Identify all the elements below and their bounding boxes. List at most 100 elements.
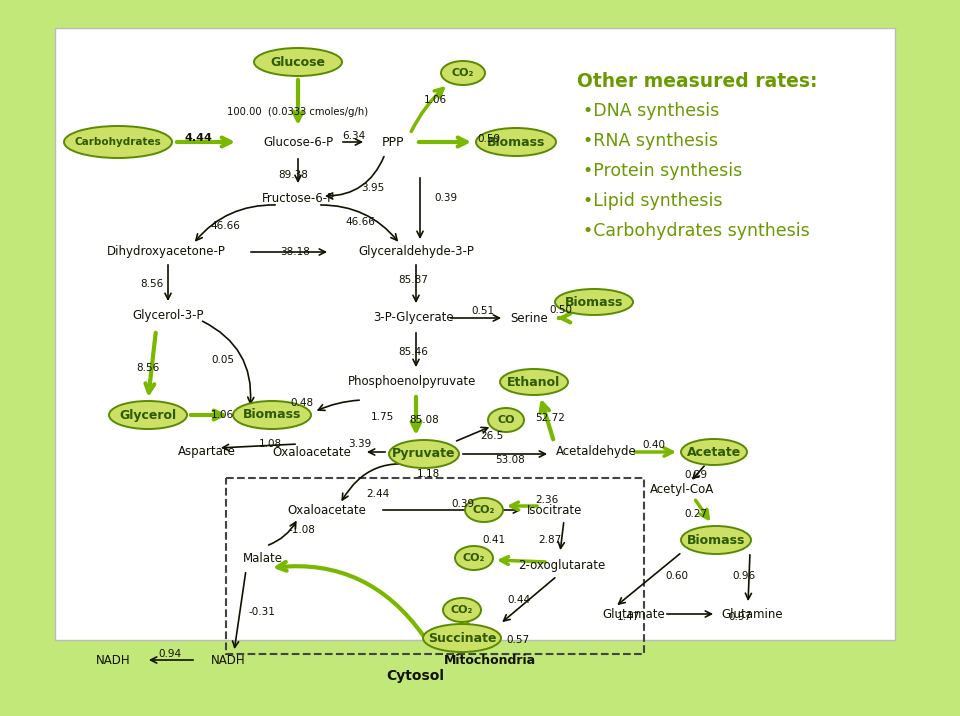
Ellipse shape xyxy=(465,498,503,522)
Ellipse shape xyxy=(555,289,633,315)
Text: •DNA synthesis: •DNA synthesis xyxy=(583,102,719,120)
Text: 2.44: 2.44 xyxy=(367,489,390,499)
Ellipse shape xyxy=(500,369,568,395)
Text: Glycerol-3-P: Glycerol-3-P xyxy=(132,309,204,322)
Text: 0.29: 0.29 xyxy=(684,470,708,480)
Text: Glyceraldehyde-3-P: Glyceraldehyde-3-P xyxy=(358,246,474,258)
Text: 0.05: 0.05 xyxy=(211,355,234,365)
Text: Glutamine: Glutamine xyxy=(721,607,782,621)
Text: 1.06: 1.06 xyxy=(423,95,446,105)
Text: 85.87: 85.87 xyxy=(398,275,428,285)
Text: Phosphoenolpyruvate: Phosphoenolpyruvate xyxy=(348,375,476,389)
Text: 100.00  (0.0333 cmoles/g/h): 100.00 (0.0333 cmoles/g/h) xyxy=(228,107,369,117)
Ellipse shape xyxy=(443,598,481,622)
Text: 2.36: 2.36 xyxy=(536,495,559,505)
Text: 4.44: 4.44 xyxy=(184,133,212,143)
Bar xyxy=(55,28,895,640)
Ellipse shape xyxy=(389,440,459,468)
Text: •Carbohydrates synthesis: •Carbohydrates synthesis xyxy=(583,222,809,240)
Text: Glucose-6-P: Glucose-6-P xyxy=(263,135,333,148)
Text: 38.18: 38.18 xyxy=(280,247,310,257)
Text: 0.44: 0.44 xyxy=(508,595,531,605)
Text: Malate: Malate xyxy=(243,551,283,564)
Text: Acetyl-CoA: Acetyl-CoA xyxy=(650,483,714,496)
Bar xyxy=(226,478,644,654)
Text: 0.48: 0.48 xyxy=(291,398,314,408)
Text: 0.39: 0.39 xyxy=(451,499,474,509)
Text: PPP: PPP xyxy=(382,135,404,148)
Ellipse shape xyxy=(681,526,751,554)
Text: NADH: NADH xyxy=(96,654,131,667)
Text: 85.46: 85.46 xyxy=(398,347,428,357)
Ellipse shape xyxy=(681,439,747,465)
Text: 46.66: 46.66 xyxy=(210,221,240,231)
Text: Fructose-6-P: Fructose-6-P xyxy=(261,191,335,205)
Text: CO₂: CO₂ xyxy=(473,505,495,515)
Text: 6.34: 6.34 xyxy=(343,131,366,141)
Ellipse shape xyxy=(476,128,556,156)
Text: Ethanol: Ethanol xyxy=(508,375,561,389)
Text: Serine: Serine xyxy=(510,311,548,324)
Text: 52.72: 52.72 xyxy=(535,413,564,423)
Text: Isocitrate: Isocitrate xyxy=(527,503,583,516)
Text: -0.31: -0.31 xyxy=(249,607,276,617)
Text: Glutamate: Glutamate xyxy=(603,607,665,621)
Text: NADH: NADH xyxy=(210,654,246,667)
Text: Acetate: Acetate xyxy=(686,445,741,458)
Text: 1.75: 1.75 xyxy=(371,412,394,422)
Text: CO₂: CO₂ xyxy=(463,553,485,563)
Text: 3.39: 3.39 xyxy=(348,439,372,449)
Text: Mitochondria: Mitochondria xyxy=(444,654,536,667)
Text: 8.56: 8.56 xyxy=(136,363,159,373)
Text: 0.96: 0.96 xyxy=(732,571,756,581)
Text: Acetaldehyde: Acetaldehyde xyxy=(556,445,636,458)
Text: •Lipid synthesis: •Lipid synthesis xyxy=(583,192,723,210)
Ellipse shape xyxy=(423,624,501,652)
Text: 2.87: 2.87 xyxy=(539,535,562,545)
Text: Biomass: Biomass xyxy=(686,533,745,546)
Text: 8.56: 8.56 xyxy=(140,279,163,289)
Text: •Protein synthesis: •Protein synthesis xyxy=(583,162,742,180)
Text: 1.18: 1.18 xyxy=(417,469,440,479)
Text: 0.27: 0.27 xyxy=(684,509,708,519)
Text: Dihydroxyacetone-P: Dihydroxyacetone-P xyxy=(107,246,226,258)
Text: Glycerol: Glycerol xyxy=(119,409,177,422)
Ellipse shape xyxy=(254,48,342,76)
Text: Succinate: Succinate xyxy=(428,632,496,644)
Text: 0.50: 0.50 xyxy=(549,305,572,315)
Text: •RNA synthesis: •RNA synthesis xyxy=(583,132,718,150)
Text: 0.97: 0.97 xyxy=(729,612,752,622)
Text: 1.06: 1.06 xyxy=(210,410,233,420)
Text: 0.59: 0.59 xyxy=(477,134,500,144)
Text: Oxaloacetate: Oxaloacetate xyxy=(288,503,367,516)
Ellipse shape xyxy=(109,401,187,429)
Text: CO: CO xyxy=(497,415,515,425)
Text: Oxaloacetate: Oxaloacetate xyxy=(273,445,351,458)
Text: Glucose: Glucose xyxy=(271,56,325,69)
Text: 2-oxoglutarate: 2-oxoglutarate xyxy=(518,558,606,571)
Text: 46.66: 46.66 xyxy=(345,217,375,227)
Text: 0.39: 0.39 xyxy=(435,193,458,203)
Text: Aspartate: Aspartate xyxy=(178,445,236,458)
Text: Biomass: Biomass xyxy=(487,135,545,148)
Text: -1.08: -1.08 xyxy=(289,525,316,535)
Text: 0.51: 0.51 xyxy=(471,306,494,316)
Text: Biomass: Biomass xyxy=(243,409,301,422)
Text: 1.08: 1.08 xyxy=(258,439,281,449)
Text: Other measured rates:: Other measured rates: xyxy=(577,72,818,91)
Text: 0.40: 0.40 xyxy=(642,440,665,450)
Text: 89.38: 89.38 xyxy=(278,170,308,180)
Text: Pyruvate: Pyruvate xyxy=(393,448,456,460)
Ellipse shape xyxy=(64,126,172,158)
Ellipse shape xyxy=(488,408,524,432)
Ellipse shape xyxy=(441,61,485,85)
Ellipse shape xyxy=(233,401,311,429)
Text: 0.57: 0.57 xyxy=(507,635,530,645)
Text: 53.08: 53.08 xyxy=(495,455,525,465)
Ellipse shape xyxy=(455,546,493,570)
Text: Biomass: Biomass xyxy=(564,296,623,309)
Text: 26.5: 26.5 xyxy=(480,431,504,441)
Text: Cytosol: Cytosol xyxy=(386,669,444,683)
Text: CO₂: CO₂ xyxy=(451,605,473,615)
Text: CO₂: CO₂ xyxy=(452,68,474,78)
